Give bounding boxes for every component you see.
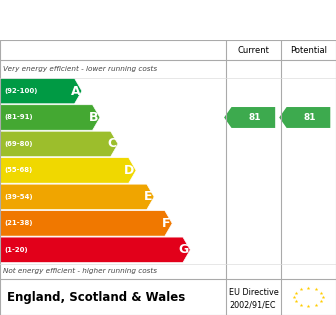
Text: Not energy efficient - higher running costs: Not energy efficient - higher running co… xyxy=(3,268,157,274)
Polygon shape xyxy=(224,107,275,128)
Polygon shape xyxy=(0,184,154,210)
Text: Very energy efficient - lower running costs: Very energy efficient - lower running co… xyxy=(3,66,158,72)
Text: Potential: Potential xyxy=(290,46,327,55)
Text: 81: 81 xyxy=(249,113,261,122)
Text: G: G xyxy=(178,243,188,256)
Text: 2002/91/EC: 2002/91/EC xyxy=(229,301,276,309)
Text: EU Directive: EU Directive xyxy=(229,288,279,297)
Polygon shape xyxy=(0,211,172,236)
Text: E: E xyxy=(144,190,153,203)
Polygon shape xyxy=(0,237,190,263)
Text: F: F xyxy=(162,217,171,230)
Text: (69-80): (69-80) xyxy=(4,141,33,147)
Text: (1-20): (1-20) xyxy=(4,247,28,253)
Polygon shape xyxy=(0,158,136,183)
Text: B: B xyxy=(89,111,98,124)
Polygon shape xyxy=(279,107,330,128)
Text: D: D xyxy=(124,164,134,177)
Text: A: A xyxy=(71,84,80,98)
Polygon shape xyxy=(0,131,118,157)
Polygon shape xyxy=(0,78,82,104)
Text: (81-91): (81-91) xyxy=(4,114,33,120)
Text: (21-38): (21-38) xyxy=(4,220,33,226)
Text: Current: Current xyxy=(238,46,269,55)
Text: (39-54): (39-54) xyxy=(4,194,33,200)
Text: Energy Efficiency Rating: Energy Efficiency Rating xyxy=(10,13,212,27)
Polygon shape xyxy=(0,105,100,130)
Text: (55-68): (55-68) xyxy=(4,168,32,174)
Text: England, Scotland & Wales: England, Scotland & Wales xyxy=(7,290,185,304)
Text: C: C xyxy=(107,137,116,151)
Text: (92-100): (92-100) xyxy=(4,88,37,94)
Text: 81: 81 xyxy=(304,113,317,122)
